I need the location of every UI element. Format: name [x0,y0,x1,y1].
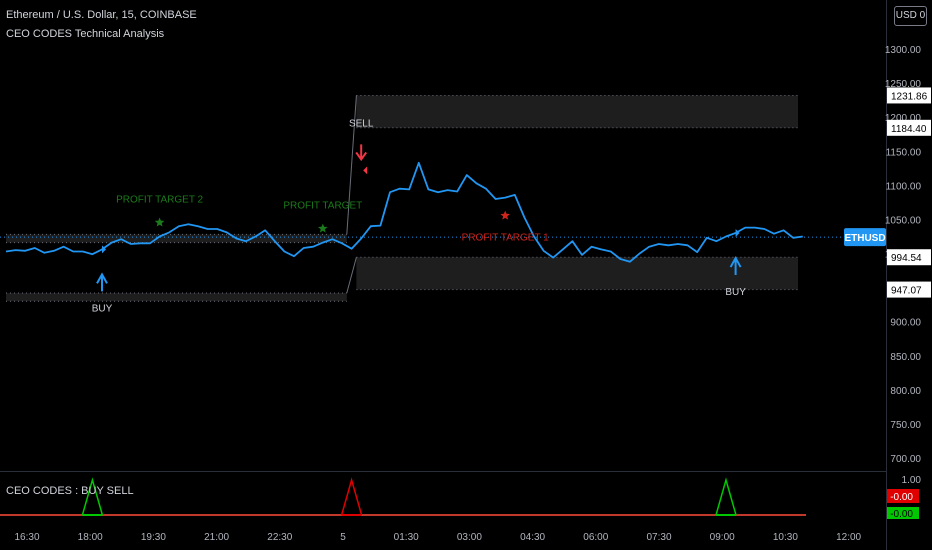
y-tick-label: 850.00 [890,352,921,363]
y-tick-label: 1050.00 [885,215,922,226]
symbol-badge[interactable] [844,228,886,247]
y-tick-label: 800.00 [890,386,921,397]
zone-bottom-badge-label: 947.07 [891,286,922,297]
zone-top-badge [887,87,931,104]
x-tick-label: 10:30 [773,532,798,543]
sell-label: SELL [349,118,374,129]
indicator-spike [715,477,737,516]
y-tick-label: 1300.00 [885,45,922,56]
indicator-name: CEO CODES Technical Analysis [6,28,165,40]
indicator-spike [81,477,104,516]
price-badges: 1231.86 1184.40 994.54 947.07 ETHUSD [844,87,931,298]
indicator-badge-label: -0.00 [890,509,913,520]
indicator-tick-label: 1.00 [902,475,922,486]
y-tick-label: 1150.00 [886,147,922,158]
zone-box [6,293,347,302]
zone-top-badge-label: 1231.86 [891,91,928,102]
time-axis[interactable]: 16:30 18:00 19:30 21:00 22:30 5 01:30 03:00 04:3… [14,532,861,543]
x-tick-label: 19:30 [141,532,166,543]
indicator-badge-label: -0.00 [890,492,913,503]
zone-bottom-badge [887,281,931,298]
x-tick-label: 21:00 [204,532,229,543]
zone-top-badge-label: 994.54 [891,253,922,264]
zone-connector [346,95,357,235]
indicator-pane: 1.00 -0.00 -0.00 [0,475,921,520]
currency-button[interactable]: USD 0 [894,6,927,26]
signal-markers: BUY SELL BUY PROFIT TARGET 2 PROFIT TARGET PR… [92,118,746,314]
buy-arrow-icon [729,255,742,276]
profit-target-label: PROFIT TARGET 1 [462,233,549,244]
zone-box [6,234,347,243]
x-tick-label: 22:30 [267,532,292,543]
profit-target-star-icon [500,210,510,220]
profit-target-label: PROFIT TARGET [283,201,362,212]
y-tick-label: 1250.00 [885,79,922,90]
price-zones [6,94,798,302]
y-tick-label: 1100.00 [886,181,922,192]
x-tick-label: 09:00 [710,532,735,543]
x-tick-label: 06:00 [583,532,608,543]
sell-arrow-icon [355,144,368,162]
profit-target-star-icon [318,223,328,233]
buy-label: BUY [92,303,113,314]
indicator-spike [340,477,363,516]
zone-box [356,257,798,290]
zone-box [356,95,798,128]
zone-connector [346,257,357,294]
y-tick-label: 1200.00 [885,113,922,124]
x-tick-label: 5 [340,532,346,543]
symbol-badge-label: ETHUSD [844,233,885,244]
profit-target-star-icon [154,217,165,227]
zone-bottom-badge-label: 1184.40 [891,124,927,135]
x-tick-label: 12:00 [836,532,861,543]
zone-bottom-badge [887,119,931,136]
x-tick-label: 16:30 [14,532,39,543]
buy-label: BUY [725,287,746,298]
sell-tick-icon [363,166,368,175]
x-tick-label: 18:00 [78,532,103,543]
indicator-pane-label: CEO CODES : BUY SELL [6,485,134,497]
buy-tick-icon [102,245,106,254]
y-tick-label: 700.00 [890,454,921,465]
buy-arrow-icon [96,272,108,292]
price-line [5,161,803,263]
y-tick-label: 750.00 [890,420,921,431]
zone-top-badge [887,249,931,266]
x-tick-label: 01:30 [394,532,419,543]
x-tick-label: 07:30 [646,532,671,543]
x-tick-label: 04:30 [520,532,545,543]
x-tick-label: 03:00 [457,532,482,543]
indicator-badge-green [887,507,919,519]
price-series [0,161,886,263]
indicator-badge-red [887,489,919,503]
buy-tick-icon [735,229,740,238]
chart-title: Ethereum / U.S. Dollar, 15, COINBASE [6,9,197,21]
profit-target-label: PROFIT TARGET 2 [116,194,203,205]
y-tick-label: 900.00 [890,318,921,329]
